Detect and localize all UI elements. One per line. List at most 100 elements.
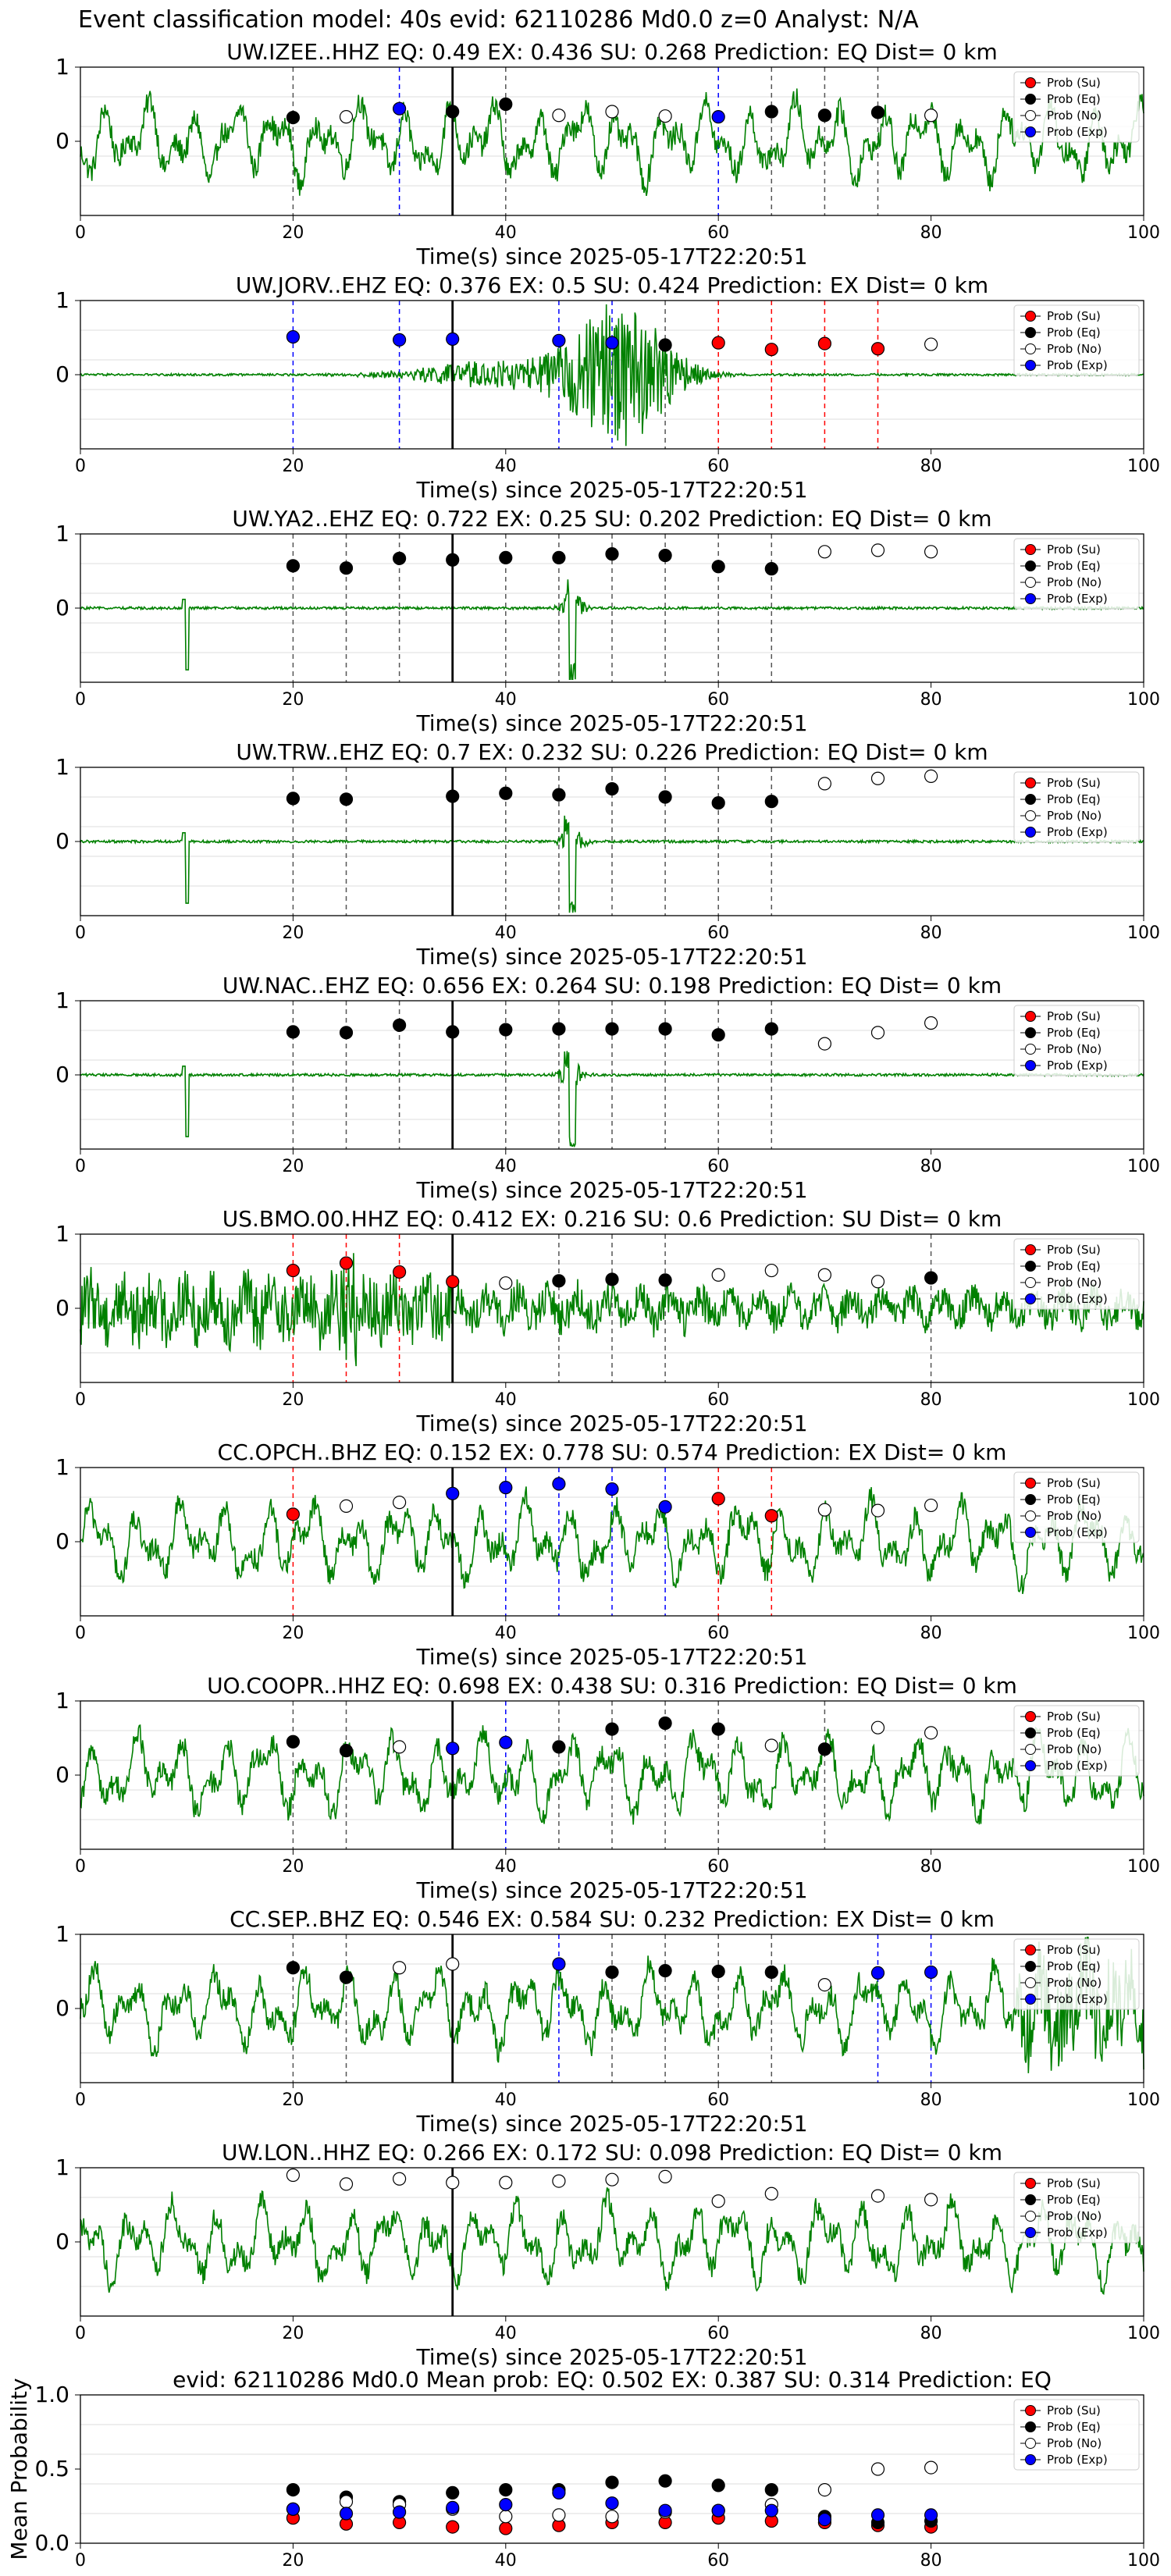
x-tick-label: 0 [75,690,86,710]
legend-marker [1025,2194,1036,2205]
x-axis-label: Time(s) since 2025-05-17T22:20:51 [415,944,807,970]
probability-marker-eq [605,1965,619,1980]
probability-marker-eq [924,1271,938,1285]
probability-marker-no [339,2177,354,2191]
waveform-trace [80,304,1144,447]
probability-marker-no [658,109,672,123]
mean-marker-exp [870,2508,885,2522]
mean-marker-exp [605,2496,619,2510]
legend-label: Prob (No) [1047,1042,1102,1056]
legend-marker [1025,1027,1036,1038]
probability-marker-no [924,1016,938,1030]
x-tick-label: 40 [495,223,517,243]
probability-marker-eq [499,786,513,800]
legend: Prob (Su) Prob (Eq) Prob (No) Prob (Exp) [1013,71,1140,143]
x-tick-label: 40 [495,1624,517,1643]
legend-label: Prob (No) [1047,1509,1102,1523]
probability-marker-exp [605,1482,619,1496]
probability-marker-exp [870,1966,885,1980]
probability-marker-su [817,336,832,350]
y-tick-label: 1 [55,987,69,1013]
x-tick-label: 80 [920,2324,942,2343]
x-tick-label: 60 [707,923,729,943]
legend-marker [1025,2178,1036,2189]
probability-marker-su [764,343,778,357]
legend-marker [1025,1044,1036,1055]
x-tick-label: 80 [920,1157,942,1176]
legend-marker [1025,1277,1036,1288]
plot-area [80,2168,1144,2316]
x-tick-label: 40 [495,1157,517,1176]
probability-marker-no [446,1957,460,1971]
x-tick-label: 40 [495,457,517,476]
probability-marker-eq [393,551,407,565]
legend-marker [1025,1977,1036,1988]
y-axis-label: Mean Probability [6,2378,32,2560]
x-tick-label: 40 [495,1390,517,1410]
panel-title: UW.TRW..EHZ EQ: 0.7 EX: 0.232 SU: 0.226 … [236,739,988,765]
x-axis-label: Time(s) since 2025-05-17T22:20:51 [415,477,807,503]
legend-box [1013,1705,1140,1777]
legend-marker [1025,1510,1036,1521]
probability-marker-no [870,543,885,557]
legend: Prob (Su) Prob (Eq) Prob (No) Prob (Exp) [1013,1471,1140,1543]
probability-marker-eq [711,1964,725,1979]
legend-box [1013,538,1140,610]
station-panel: UW.NAC..EHZ EQ: 0.656 EX: 0.264 SU: 0.19… [55,973,1160,1203]
waveform-trace [80,815,1144,913]
legend-marker [1025,2438,1036,2449]
legend-marker [1025,1961,1036,1972]
probability-marker-no [393,1496,407,1510]
probability-marker-no [339,1499,354,1514]
legend-label: Prob (Exp) [1047,358,1108,372]
waveform-trace [80,1486,1144,1595]
legend-marker [1025,77,1036,88]
legend-label: Prob (Su) [1047,1943,1101,1957]
probability-marker-eq [817,1742,832,1756]
panel-title: CC.SEP..BHZ EQ: 0.546 EX: 0.584 SU: 0.23… [230,1906,995,1932]
legend-marker [1025,1261,1036,1272]
y-tick-label: 0 [55,1062,69,1087]
legend-marker [1025,2454,1036,2465]
x-tick-label: 80 [920,2090,942,2110]
probability-marker-eq [764,795,778,809]
mean-marker-su [499,2521,513,2535]
legend-label: Prob (Su) [1047,2176,1101,2190]
x-tick-label: 100 [1127,2090,1160,2110]
legend-label: Prob (Eq) [1047,559,1101,573]
y-tick-label: 1 [55,521,69,546]
x-tick-label: 0 [75,2324,86,2343]
station-panel: UW.LON..HHZ EQ: 0.266 EX: 0.172 SU: 0.09… [55,2140,1160,2370]
legend-marker [1025,593,1036,604]
legend-box [1013,2399,1140,2471]
probability-marker-eq [711,1028,725,1042]
legend-label: Prob (Su) [1047,76,1101,90]
legend-marker [1025,110,1036,121]
y-tick-label: 0 [55,128,69,154]
legend: Prob (Su) Prob (Eq) Prob (No) Prob (Exp) [1013,2399,1140,2471]
x-axis-label: Time(s) since 2025-05-17T22:20:51 [415,1877,807,1903]
probability-marker-eq [552,1274,566,1288]
legend-box [1013,1938,1140,2010]
mean-marker-eq [499,2483,513,2497]
station-panel: UW.YA2..EHZ EQ: 0.722 EX: 0.25 SU: 0.202… [55,506,1160,736]
legend: Prob (Su) Prob (Eq) Prob (No) Prob (Exp) [1013,1238,1140,1310]
x-tick-label: 80 [920,1390,942,1410]
probability-marker-no [393,1740,407,1754]
probability-marker-exp [552,1957,566,1971]
y-tick-label: 1 [55,1454,69,1480]
legend-marker [1025,2211,1036,2222]
legend-box [1013,1005,1140,1076]
mean-marker-eq [658,2474,672,2488]
legend-label: Prob (No) [1047,2436,1102,2450]
legend-label: Prob (Eq) [1047,1259,1101,1273]
probability-marker-no [393,2172,407,2186]
legend-label: Prob (Eq) [1047,326,1101,340]
probability-marker-eq [658,338,672,352]
mean-marker-exp [339,2507,354,2521]
x-tick-label: 60 [707,690,729,710]
mean-marker-exp [817,2513,832,2527]
probability-marker-no [817,1268,832,1282]
x-tick-label: 80 [920,457,942,476]
probability-marker-no [446,2176,460,2190]
